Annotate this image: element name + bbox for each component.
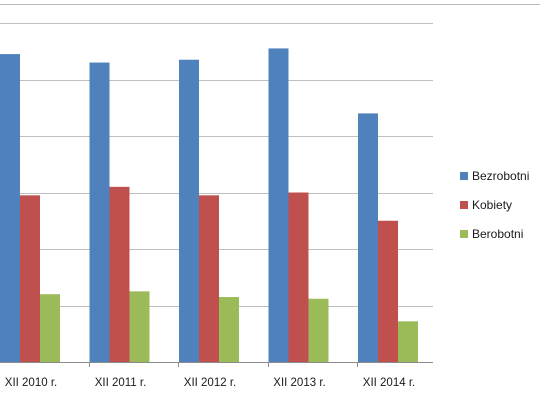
bar-berobotni-1 [40,294,60,362]
x-tick-labels: XII 2010 r. XII 2011 r. XII 2012 r. XII 201… [5,377,415,389]
bar-berobotni-5 [398,321,418,362]
legend-swatch-bezrobotni [460,172,468,180]
bar-kobiety-4 [288,192,309,362]
bar-bezrobotni-3 [179,59,199,362]
legend-label-bezrobotni: Bezrobotni [472,169,529,183]
bar-berobotni-3 [219,297,239,362]
bar-kobiety-1 [20,195,40,362]
bar-kobiety-5 [378,220,398,362]
x-tick-label: XII 2010 r. [5,377,57,389]
legend-label-berobotni: Berobotni [472,227,523,241]
legend-swatch-berobotni [460,230,468,238]
bars [0,48,418,363]
bar-kobiety-3 [199,195,219,362]
x-tick-label: XII 2012 r. [184,377,236,389]
bar-bezrobotni-1 [0,54,20,362]
x-tick-label: XII 2013 r. [273,377,325,389]
legend-swatch-kobiety [460,201,468,209]
bar-bezrobotni-2 [89,62,110,363]
bar-kobiety-2 [109,186,130,362]
legend-label-kobiety: Kobiety [472,198,512,212]
bar-berobotni-4 [308,298,329,362]
bar-bezrobotni-4 [268,48,289,363]
bar-bezrobotni-5 [358,113,378,363]
bar-berobotni-2 [129,291,150,362]
x-tick-label: XII 2011 r. [95,377,147,389]
x-tick-label: XII 2014 r. [363,377,415,389]
x-axis [0,362,433,367]
legend: Bezrobotni Kobiety Berobotni [460,169,529,241]
